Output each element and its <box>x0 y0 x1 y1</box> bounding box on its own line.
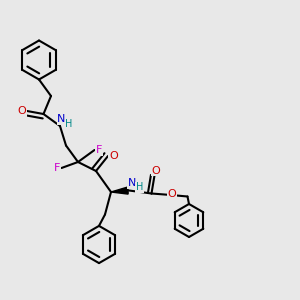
Text: F: F <box>96 145 102 155</box>
Text: H: H <box>136 182 143 193</box>
Text: O: O <box>109 151 118 161</box>
Text: O: O <box>167 189 176 200</box>
Text: O: O <box>152 166 160 176</box>
Text: H: H <box>65 118 73 129</box>
Text: O: O <box>17 106 26 116</box>
Polygon shape <box>111 187 128 194</box>
Text: N: N <box>57 114 66 124</box>
Text: F: F <box>54 163 60 173</box>
Text: N: N <box>128 178 136 188</box>
